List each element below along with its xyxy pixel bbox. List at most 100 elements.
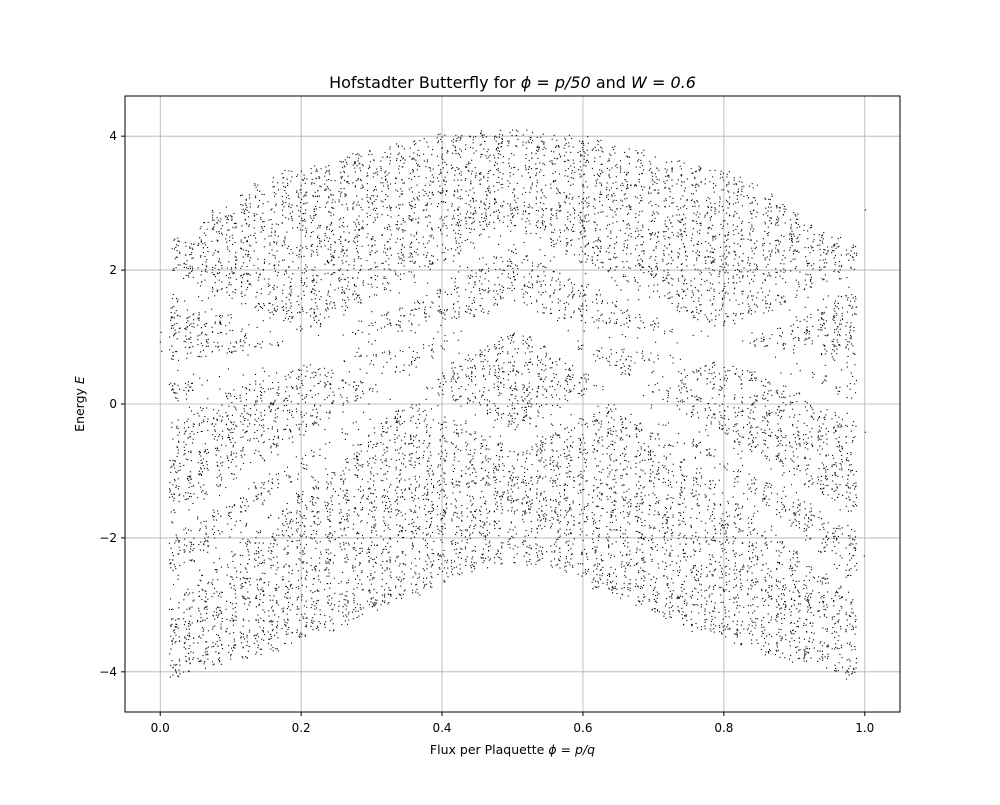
data-point	[174, 564, 175, 565]
data-point	[286, 586, 287, 587]
data-point	[201, 431, 202, 432]
data-point	[268, 643, 269, 644]
data-point	[275, 299, 276, 300]
data-point	[204, 222, 205, 223]
data-point	[429, 316, 430, 317]
data-point	[177, 400, 178, 401]
data-point	[388, 185, 389, 186]
data-point	[440, 169, 441, 170]
data-point	[276, 443, 277, 444]
data-point	[213, 615, 214, 616]
data-point	[320, 381, 321, 382]
data-point	[256, 595, 257, 596]
data-point	[203, 465, 204, 466]
data-point	[200, 460, 201, 461]
data-point	[282, 611, 283, 612]
data-point	[227, 352, 228, 353]
data-point	[347, 518, 348, 519]
data-point	[394, 439, 395, 440]
data-point	[426, 387, 427, 388]
data-point	[184, 643, 185, 644]
data-point	[402, 229, 403, 230]
data-point	[328, 483, 329, 484]
data-point	[344, 530, 345, 531]
data-point	[192, 622, 193, 623]
data-point	[414, 572, 415, 573]
data-point	[348, 264, 349, 265]
data-point	[368, 245, 369, 246]
data-point	[314, 183, 315, 184]
data-point	[431, 350, 432, 351]
data-point	[381, 168, 382, 169]
data-point	[431, 255, 432, 256]
data-point	[304, 525, 305, 526]
data-point	[374, 462, 375, 463]
data-point	[217, 273, 218, 274]
data-point	[191, 544, 192, 545]
data-point	[287, 540, 288, 541]
data-point	[312, 569, 313, 570]
data-point	[272, 382, 273, 383]
data-point	[389, 466, 390, 467]
data-point	[316, 533, 317, 534]
data-point	[189, 658, 190, 659]
data-point	[433, 508, 434, 509]
data-point	[231, 587, 232, 588]
data-point	[331, 180, 332, 181]
data-point	[208, 582, 209, 583]
data-point	[416, 252, 417, 253]
data-point	[343, 387, 344, 388]
data-point	[418, 498, 419, 499]
data-point	[171, 390, 172, 391]
data-point	[188, 626, 189, 627]
data-point	[178, 442, 179, 443]
data-point	[299, 250, 300, 251]
data-point	[414, 360, 415, 361]
data-point	[348, 183, 349, 184]
data-point	[254, 346, 255, 347]
data-point	[298, 558, 299, 559]
data-point	[348, 582, 349, 583]
data-point	[247, 287, 248, 288]
data-point	[305, 236, 306, 237]
data-point	[183, 278, 184, 279]
data-point	[207, 468, 208, 469]
data-point	[197, 658, 198, 659]
data-point	[235, 256, 236, 257]
data-point	[444, 496, 445, 497]
data-point	[363, 537, 364, 538]
data-point	[219, 640, 220, 641]
data-point	[321, 168, 322, 169]
data-point	[311, 620, 312, 621]
data-point	[423, 302, 424, 303]
data-point	[417, 411, 418, 412]
data-point	[292, 521, 293, 522]
data-point	[221, 265, 222, 266]
data-point	[207, 464, 208, 465]
data-point	[302, 309, 303, 310]
data-point	[304, 553, 305, 554]
data-point	[314, 423, 315, 424]
data-point	[242, 448, 243, 449]
data-point	[370, 441, 371, 442]
data-point	[307, 266, 308, 267]
data-point	[410, 420, 411, 421]
data-point	[275, 590, 276, 591]
data-point	[399, 525, 400, 526]
data-point	[230, 314, 231, 315]
data-point	[282, 341, 283, 342]
data-point	[455, 147, 456, 148]
data-point	[242, 205, 243, 206]
data-point	[431, 479, 432, 480]
data-point	[289, 299, 290, 300]
data-point	[296, 192, 297, 193]
data-point	[368, 168, 369, 169]
data-point	[231, 648, 232, 649]
data-point	[179, 550, 180, 551]
data-point	[256, 499, 257, 500]
data-point	[218, 653, 219, 654]
data-point	[316, 214, 317, 215]
data-point	[282, 307, 283, 308]
data-point	[410, 464, 411, 465]
data-point	[423, 154, 424, 155]
